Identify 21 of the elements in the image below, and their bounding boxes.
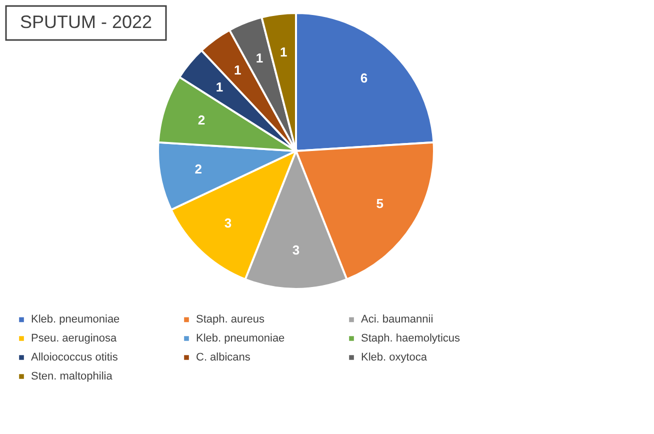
data-label: 2	[194, 162, 202, 177]
data-label: 1	[256, 50, 264, 66]
legend-label: Pseu. aeruginosa	[31, 332, 118, 344]
legend-label: Kleb. pneumoniae	[31, 314, 120, 326]
data-label: 5	[376, 196, 384, 212]
data-label: 3	[292, 242, 300, 258]
data-label: 1	[216, 80, 224, 95]
data-label: 6	[360, 70, 368, 86]
legend-label: Staph. haemolyticus	[361, 332, 461, 344]
legend-label: Kleb. pneumoniae	[196, 332, 285, 344]
legend-label: Aci. baumannii	[361, 314, 434, 326]
legend-label: Sten. maltophilia	[31, 370, 114, 382]
data-label: 2	[198, 112, 206, 128]
chart-title: SPUTUM - 2022	[20, 12, 152, 32]
legend-label: Alloiococcus otitis	[31, 352, 118, 364]
data-label: 1	[280, 44, 288, 60]
data-label: 1	[234, 62, 242, 78]
legend-label: Staph. aureus	[196, 314, 265, 326]
legend-label: Kleb. oxytoca	[361, 352, 428, 364]
legend-label: C. albicans	[196, 352, 251, 364]
data-label: 3	[224, 215, 232, 230]
